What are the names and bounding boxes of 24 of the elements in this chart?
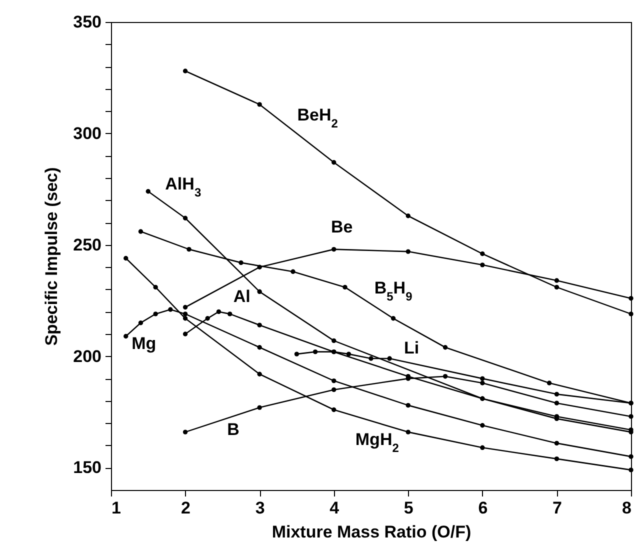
x-tick-label: 5 bbox=[404, 498, 414, 518]
series-label: Be bbox=[330, 217, 353, 236]
series-label: Al bbox=[233, 286, 250, 306]
x-tick-label: 3 bbox=[255, 498, 265, 518]
series-label: AlH$_{3}$ bbox=[165, 174, 202, 200]
series-label: MgH$_{2}$ bbox=[355, 430, 400, 456]
y-tick-label: 200 bbox=[73, 346, 102, 366]
y-axis-title: Specific Impulse (sec) bbox=[42, 167, 62, 346]
y-tick-label: 350 bbox=[73, 12, 102, 32]
y-tick-label: 300 bbox=[73, 124, 102, 143]
series-label: BeH$_{2}$ bbox=[297, 105, 338, 130]
y-tick-label: 150 bbox=[73, 458, 102, 478]
x-tick-label: 6 bbox=[478, 498, 488, 518]
y-tick-label: 250 bbox=[73, 235, 102, 254]
series-label: B$_{5}$H$_{9}$ bbox=[374, 278, 413, 304]
x-tick-label: 2 bbox=[181, 498, 191, 518]
series-label: Li bbox=[404, 338, 420, 358]
x-tick-label: 7 bbox=[552, 498, 562, 518]
x-axis-title: Mixture Mass Ratio (O/F) bbox=[272, 522, 472, 542]
x-tick-label: 8 bbox=[622, 498, 632, 518]
series-label: Mg bbox=[132, 334, 156, 354]
x-tick-label: 1 bbox=[112, 498, 121, 518]
series-label: B bbox=[227, 420, 240, 440]
x-tick-label: 4 bbox=[330, 498, 340, 518]
